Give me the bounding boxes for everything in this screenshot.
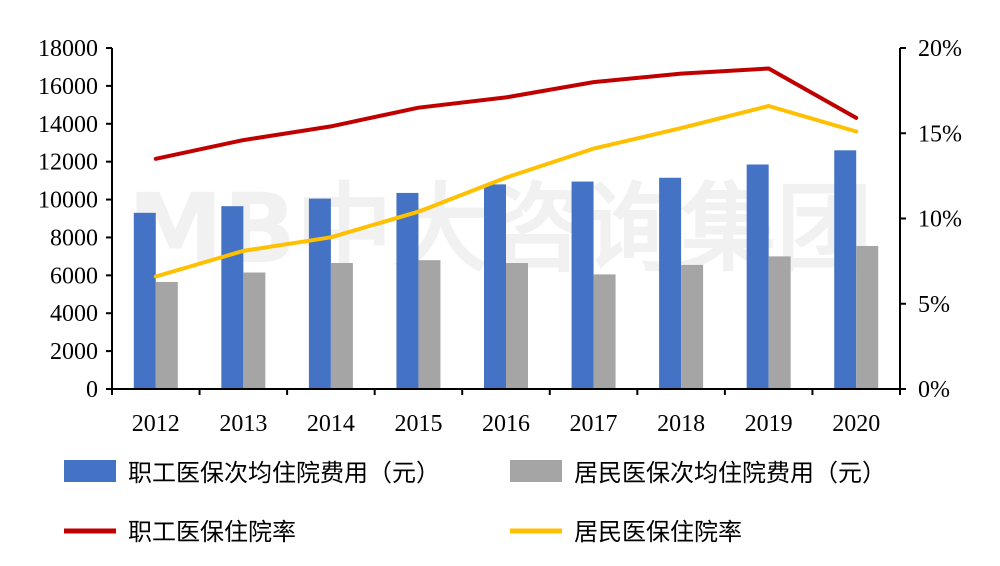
axes: 0 2000 4000 6000 8000 10000 12000 14000 16000 180… (38, 36, 962, 437)
x-tick-label: 2018 (657, 411, 705, 437)
y-left-tick-label: 0 (86, 377, 98, 403)
bar-1-2018 (659, 177, 682, 389)
line-series-1 (153, 66, 859, 161)
bar-1-2015 (396, 192, 419, 389)
x-tick-label: 2012 (132, 411, 180, 437)
x-tick-label: 2020 (832, 411, 880, 437)
x-tick-label: 2014 (307, 411, 355, 437)
bar-1-2014 (308, 198, 331, 389)
y-right-tick-label: 10% (918, 207, 962, 233)
x-tick-label: 2019 (745, 411, 793, 437)
y-right-tick-label: 20% (918, 36, 962, 62)
bar-2-2016 (506, 263, 528, 389)
bar-2-2013 (243, 272, 266, 389)
bar-1-2020 (834, 150, 857, 389)
bar-2-2014 (330, 263, 353, 389)
bar-2-2019 (768, 256, 791, 389)
y-left-tick-label: 16000 (38, 74, 98, 100)
y-right-tick-label: 15% (918, 121, 962, 147)
bar-2-2018 (681, 264, 704, 389)
y-left-tick-label: 6000 (50, 263, 98, 289)
bar-2-2015 (418, 260, 441, 389)
x-tick-label: 2016 (482, 411, 530, 437)
legend-swatch-bar-1 (64, 460, 116, 482)
y-left-tick-label: 14000 (38, 112, 98, 138)
bar-1-2012 (133, 212, 156, 389)
bar-1-2019 (746, 164, 769, 389)
bar-2-2012 (155, 281, 178, 389)
x-tick-label: 2013 (219, 411, 267, 437)
y-left-tick-label: 10000 (38, 188, 98, 214)
y-right-tick-label: 0% (918, 377, 950, 403)
bar-1-2017 (571, 181, 594, 389)
bar-2-2017 (593, 274, 616, 389)
y-right-tick-label: 5% (918, 292, 950, 318)
bar-layer (133, 150, 879, 389)
legend-label-4: 居民医保住院率 (574, 518, 742, 546)
bar-1-2016 (484, 184, 506, 389)
y-left-tick-label: 8000 (50, 225, 98, 251)
y-left-tick-label: 18000 (38, 36, 98, 62)
bar-1-2013 (221, 206, 244, 389)
x-tick-label: 2015 (394, 411, 442, 437)
y-left-tick-label: 12000 (38, 150, 98, 176)
y-left-tick-label: 2000 (50, 339, 98, 365)
bar-2-2020 (856, 245, 879, 389)
line-layer (153, 66, 859, 279)
legend: 职工医保次均住院费用（元） 居民医保次均住院费用（元） 职工医保住院率 居民医保住院率 (64, 459, 886, 546)
legend-label-3: 职工医保住院率 (128, 518, 296, 546)
x-tick-label: 2017 (570, 411, 618, 437)
legend-swatch-bar-2 (510, 460, 562, 482)
line-series-2 (153, 104, 859, 279)
y-left-tick-label: 4000 (50, 301, 98, 327)
legend-label-2: 居民医保次均住院费用（元） (574, 459, 886, 487)
legend-label-1: 职工医保次均住院费用（元） (128, 459, 440, 487)
